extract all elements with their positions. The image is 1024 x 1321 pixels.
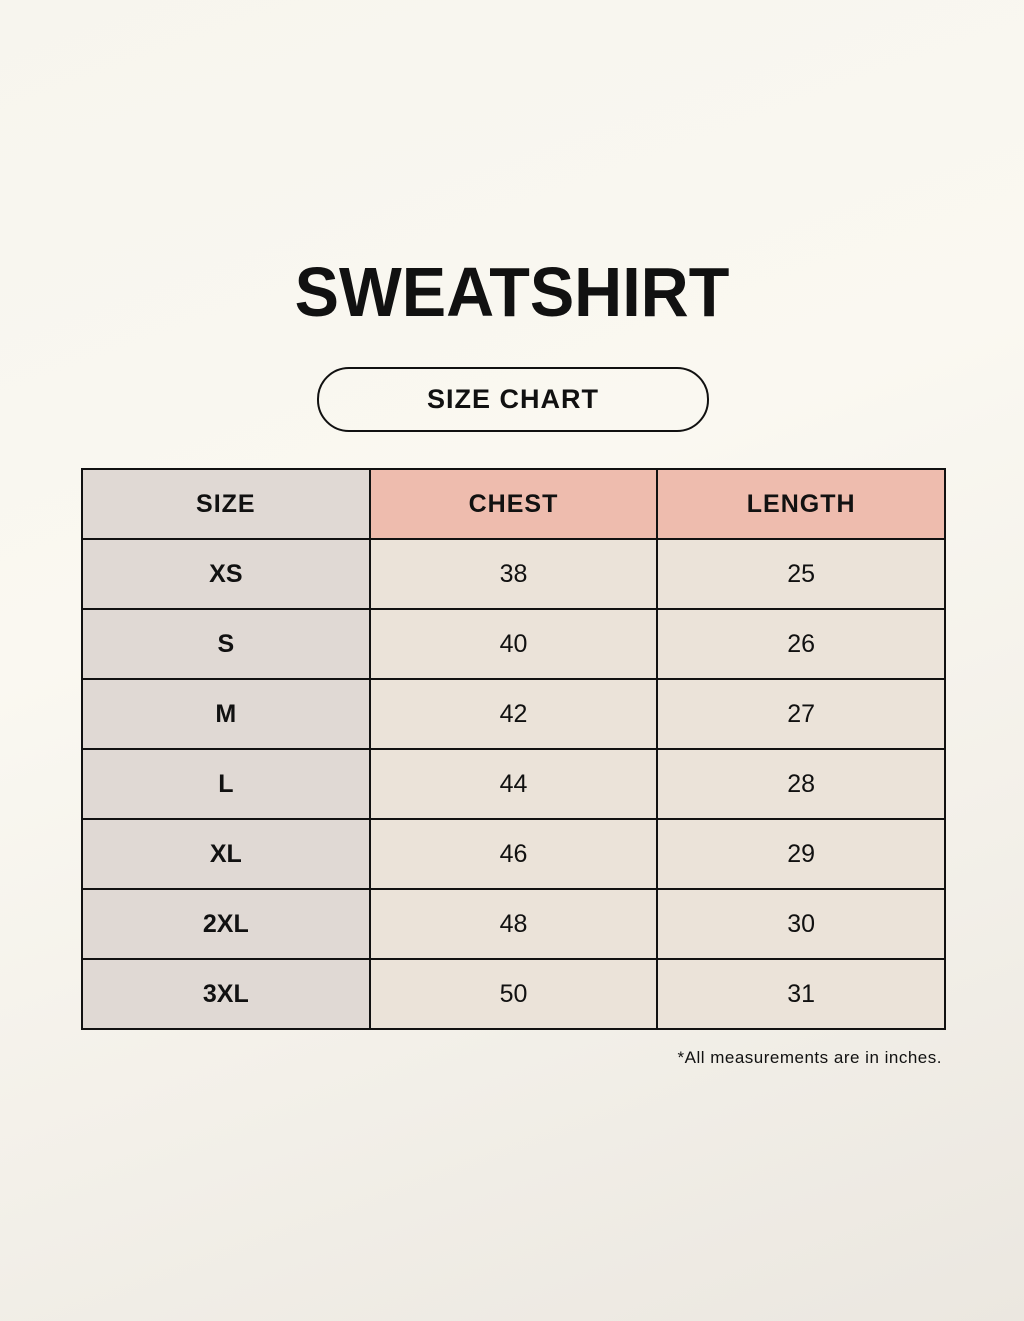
table-row: L 44 28	[81, 748, 946, 820]
cell-chest: 44	[368, 748, 659, 820]
table-header-row: SIZE CHEST LENGTH	[81, 468, 946, 540]
cell-chest: 38	[368, 538, 659, 610]
cell-size: M	[81, 678, 371, 750]
table-row: 3XL 50 31	[81, 958, 946, 1030]
size-table: SIZE CHEST LENGTH XS 38 25 S 40 26 M 42 27 L 44 28 X…	[81, 468, 946, 1030]
cell-size: L	[81, 748, 371, 820]
header-chest: CHEST	[368, 468, 659, 540]
cell-length: 30	[656, 888, 946, 960]
cell-length: 26	[656, 608, 946, 680]
cell-length: 27	[656, 678, 946, 750]
cell-chest: 48	[368, 888, 659, 960]
cell-length: 25	[656, 538, 946, 610]
cell-size: XS	[81, 538, 371, 610]
size-chart-badge: SIZE CHART	[317, 367, 709, 432]
cell-chest: 42	[368, 678, 659, 750]
cell-size: 3XL	[81, 958, 371, 1030]
cell-chest: 40	[368, 608, 659, 680]
footnote: *All measurements are in inches.	[677, 1048, 942, 1067]
cell-length: 29	[656, 818, 946, 890]
cell-chest: 50	[368, 958, 659, 1030]
page-title: SWEATSHIRT	[294, 253, 730, 331]
cell-chest: 46	[368, 818, 659, 890]
cell-size: S	[81, 608, 371, 680]
cell-size: 2XL	[81, 888, 371, 960]
cell-length: 28	[656, 748, 946, 820]
table-row: 2XL 48 30	[81, 888, 946, 960]
table-row: XL 46 29	[81, 818, 946, 890]
cell-size: XL	[81, 818, 371, 890]
table-row: XS 38 25	[81, 538, 946, 610]
header-length: LENGTH	[656, 468, 946, 540]
table-row: S 40 26	[81, 608, 946, 680]
cell-length: 31	[656, 958, 946, 1030]
header-size: SIZE	[81, 468, 371, 540]
table-row: M 42 27	[81, 678, 946, 750]
